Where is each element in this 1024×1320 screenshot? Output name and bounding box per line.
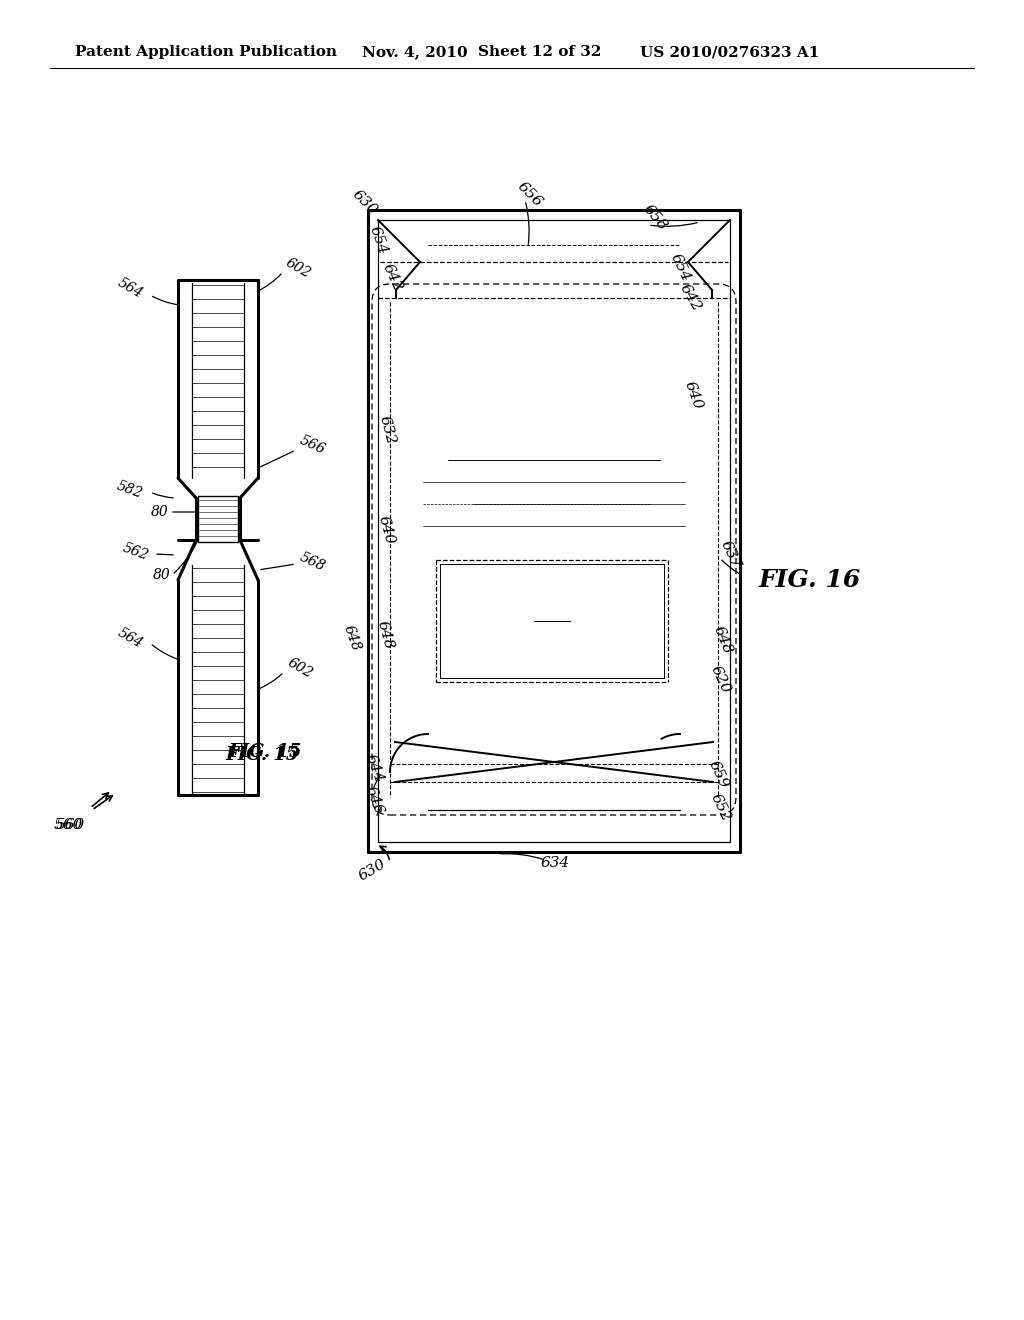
Text: 562: 562 [121, 541, 151, 564]
Text: 648: 648 [375, 619, 395, 651]
Text: 654: 654 [367, 224, 389, 256]
Text: 652: 652 [708, 792, 732, 824]
Text: 564: 564 [115, 276, 145, 301]
Text: 560: 560 [55, 818, 85, 832]
Text: US 2010/0276323 A1: US 2010/0276323 A1 [640, 45, 819, 59]
Text: 637: 637 [718, 539, 742, 572]
Text: FIG. 15: FIG. 15 [228, 743, 302, 762]
Text: 80: 80 [154, 568, 171, 582]
Text: 564: 564 [115, 626, 145, 651]
Text: 568: 568 [297, 550, 327, 574]
Text: 656: 656 [515, 180, 546, 210]
Text: 644: 644 [362, 752, 386, 784]
Text: Sheet 12 of 32: Sheet 12 of 32 [478, 45, 601, 59]
Text: 620: 620 [708, 664, 732, 696]
Text: 630: 630 [350, 187, 380, 218]
Text: 654: 654 [668, 252, 692, 284]
Text: 648: 648 [341, 623, 364, 653]
Text: 632: 632 [377, 414, 397, 446]
Text: 642: 642 [677, 282, 703, 314]
Text: 640: 640 [376, 513, 396, 546]
Text: FIG. 15: FIG. 15 [225, 746, 299, 764]
Text: 659: 659 [706, 759, 730, 791]
Text: 566: 566 [297, 433, 327, 457]
Text: 634: 634 [541, 855, 569, 870]
Text: FIG. 16: FIG. 16 [759, 568, 861, 591]
Text: 648: 648 [711, 624, 735, 656]
Text: 560: 560 [53, 818, 83, 832]
Text: Patent Application Publication: Patent Application Publication [75, 45, 337, 59]
Text: Nov. 4, 2010: Nov. 4, 2010 [362, 45, 468, 59]
Text: 602: 602 [283, 255, 313, 281]
Text: 640: 640 [681, 379, 705, 411]
Text: 80: 80 [152, 506, 169, 519]
Text: 602: 602 [285, 655, 315, 681]
Text: 646: 646 [362, 784, 386, 816]
Text: 642: 642 [380, 261, 404, 294]
Text: 582: 582 [115, 479, 145, 502]
Text: 658: 658 [640, 202, 670, 234]
Text: 630: 630 [355, 857, 388, 883]
